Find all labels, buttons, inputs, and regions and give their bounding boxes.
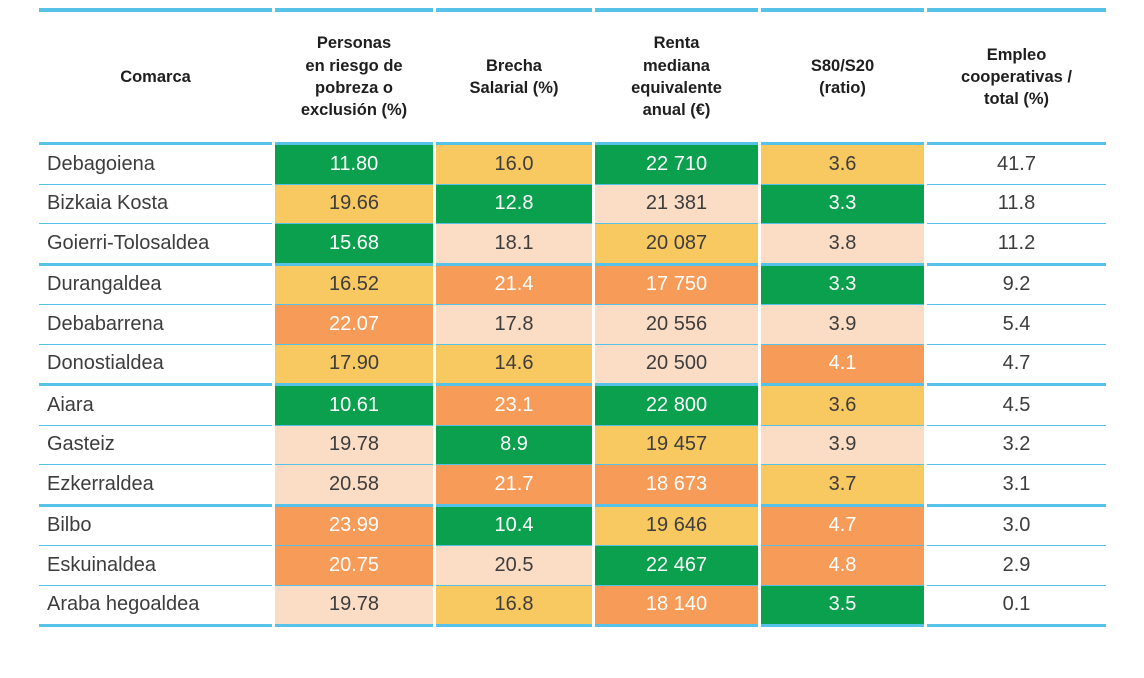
column-header-pobreza: Personas en riesgo de pobreza o exclusió… bbox=[275, 8, 433, 145]
value-cell: 20 500 bbox=[595, 344, 758, 386]
column-header-s80s20: S80/S20 (ratio) bbox=[761, 8, 924, 145]
value-cell: 21.7 bbox=[436, 465, 592, 507]
value-cell: 41.7 bbox=[927, 145, 1106, 185]
table-row: Debabarrena 22.07 17.8 20 556 3.9 5.4 bbox=[39, 305, 1106, 345]
value-cell: 16.0 bbox=[436, 145, 592, 185]
value-cell: 19 646 bbox=[595, 506, 758, 546]
comarca-name: Donostialdea bbox=[39, 344, 272, 386]
comarca-name: Debagoiena bbox=[39, 145, 272, 185]
table-row: Debagoiena 11.80 16.0 22 710 3.6 41.7 bbox=[39, 145, 1106, 185]
table-row: Gasteiz 19.78 8.9 19 457 3.9 3.2 bbox=[39, 425, 1106, 465]
comarca-name: Goierri-Tolosaldea bbox=[39, 224, 272, 266]
value-cell: 3.3 bbox=[761, 265, 924, 305]
comarca-name: Ezkerraldea bbox=[39, 465, 272, 507]
value-cell: 3.1 bbox=[927, 465, 1106, 507]
value-cell: 5.4 bbox=[927, 305, 1106, 345]
value-cell: 3.0 bbox=[927, 506, 1106, 546]
comarca-name: Durangaldea bbox=[39, 265, 272, 305]
value-cell: 18.1 bbox=[436, 224, 592, 266]
value-cell: 22 800 bbox=[595, 386, 758, 426]
value-cell: 3.8 bbox=[761, 224, 924, 266]
table-row: Araba hegoaldea 19.78 16.8 18 140 3.5 0.1 bbox=[39, 585, 1106, 627]
value-cell: 20 087 bbox=[595, 224, 758, 266]
value-cell: 17.8 bbox=[436, 305, 592, 345]
column-header-comarca: Comarca bbox=[39, 8, 272, 145]
value-cell: 3.2 bbox=[927, 425, 1106, 465]
comarca-name: Gasteiz bbox=[39, 425, 272, 465]
table-row: Bizkaia Kosta 19.66 12.8 21 381 3.3 11.8 bbox=[39, 184, 1106, 224]
comarca-name: Eskuinaldea bbox=[39, 546, 272, 586]
value-cell: 11.2 bbox=[927, 224, 1106, 266]
value-cell: 3.7 bbox=[761, 465, 924, 507]
value-cell: 4.8 bbox=[761, 546, 924, 586]
value-cell: 21.4 bbox=[436, 265, 592, 305]
value-cell: 4.5 bbox=[927, 386, 1106, 426]
value-cell: 4.1 bbox=[761, 344, 924, 386]
value-cell: 20.75 bbox=[275, 546, 433, 586]
value-cell: 22 467 bbox=[595, 546, 758, 586]
value-cell: 19.78 bbox=[275, 425, 433, 465]
value-cell: 3.5 bbox=[761, 585, 924, 627]
value-cell: 0.1 bbox=[927, 585, 1106, 627]
value-cell: 3.9 bbox=[761, 425, 924, 465]
value-cell: 11.8 bbox=[927, 184, 1106, 224]
comarca-name: Araba hegoaldea bbox=[39, 585, 272, 627]
value-cell: 23.1 bbox=[436, 386, 592, 426]
value-cell: 20 556 bbox=[595, 305, 758, 345]
value-cell: 20.58 bbox=[275, 465, 433, 507]
value-cell: 22.07 bbox=[275, 305, 433, 345]
value-cell: 23.99 bbox=[275, 506, 433, 546]
value-cell: 10.4 bbox=[436, 506, 592, 546]
header-row: Comarca Personas en riesgo de pobreza o … bbox=[39, 8, 1106, 145]
value-cell: 20.5 bbox=[436, 546, 592, 586]
table-body: Debagoiena 11.80 16.0 22 710 3.6 41.7 Bizkaia … bbox=[39, 145, 1106, 627]
value-cell: 3.6 bbox=[761, 386, 924, 426]
value-cell: 3.6 bbox=[761, 145, 924, 185]
value-cell: 3.9 bbox=[761, 305, 924, 345]
comarca-name: Bilbo bbox=[39, 506, 272, 546]
value-cell: 10.61 bbox=[275, 386, 433, 426]
value-cell: 4.7 bbox=[927, 344, 1106, 386]
value-cell: 22 710 bbox=[595, 145, 758, 185]
comarca-indicators-table: Comarca Personas en riesgo de pobreza o … bbox=[36, 8, 1109, 627]
value-cell: 17.90 bbox=[275, 344, 433, 386]
value-cell: 16.8 bbox=[436, 585, 592, 627]
table-row: Durangaldea 16.52 21.4 17 750 3.3 9.2 bbox=[39, 265, 1106, 305]
value-cell: 11.80 bbox=[275, 145, 433, 185]
value-cell: 18 673 bbox=[595, 465, 758, 507]
table-row: Aiara 10.61 23.1 22 800 3.6 4.5 bbox=[39, 386, 1106, 426]
comarca-name: Debabarrena bbox=[39, 305, 272, 345]
table-row: Bilbo 23.99 10.4 19 646 4.7 3.0 bbox=[39, 506, 1106, 546]
table-row: Donostialdea 17.90 14.6 20 500 4.1 4.7 bbox=[39, 344, 1106, 386]
column-header-empleo: Empleo cooperativas / total (%) bbox=[927, 8, 1106, 145]
value-cell: 9.2 bbox=[927, 265, 1106, 305]
value-cell: 8.9 bbox=[436, 425, 592, 465]
value-cell: 19.78 bbox=[275, 585, 433, 627]
value-cell: 4.7 bbox=[761, 506, 924, 546]
value-cell: 21 381 bbox=[595, 184, 758, 224]
table-row: Ezkerraldea 20.58 21.7 18 673 3.7 3.1 bbox=[39, 465, 1106, 507]
table-header: Comarca Personas en riesgo de pobreza o … bbox=[39, 8, 1106, 145]
comarca-name: Aiara bbox=[39, 386, 272, 426]
value-cell: 18 140 bbox=[595, 585, 758, 627]
value-cell: 19.66 bbox=[275, 184, 433, 224]
value-cell: 16.52 bbox=[275, 265, 433, 305]
value-cell: 14.6 bbox=[436, 344, 592, 386]
value-cell: 19 457 bbox=[595, 425, 758, 465]
table-row: Eskuinaldea 20.75 20.5 22 467 4.8 2.9 bbox=[39, 546, 1106, 586]
value-cell: 3.3 bbox=[761, 184, 924, 224]
comarca-name: Bizkaia Kosta bbox=[39, 184, 272, 224]
value-cell: 17 750 bbox=[595, 265, 758, 305]
table-row: Goierri-Tolosaldea 15.68 18.1 20 087 3.8 11.2 bbox=[39, 224, 1106, 266]
value-cell: 12.8 bbox=[436, 184, 592, 224]
value-cell: 15.68 bbox=[275, 224, 433, 266]
column-header-renta: Renta mediana equivalente anual (€) bbox=[595, 8, 758, 145]
value-cell: 2.9 bbox=[927, 546, 1106, 586]
column-header-brecha: Brecha Salarial (%) bbox=[436, 8, 592, 145]
